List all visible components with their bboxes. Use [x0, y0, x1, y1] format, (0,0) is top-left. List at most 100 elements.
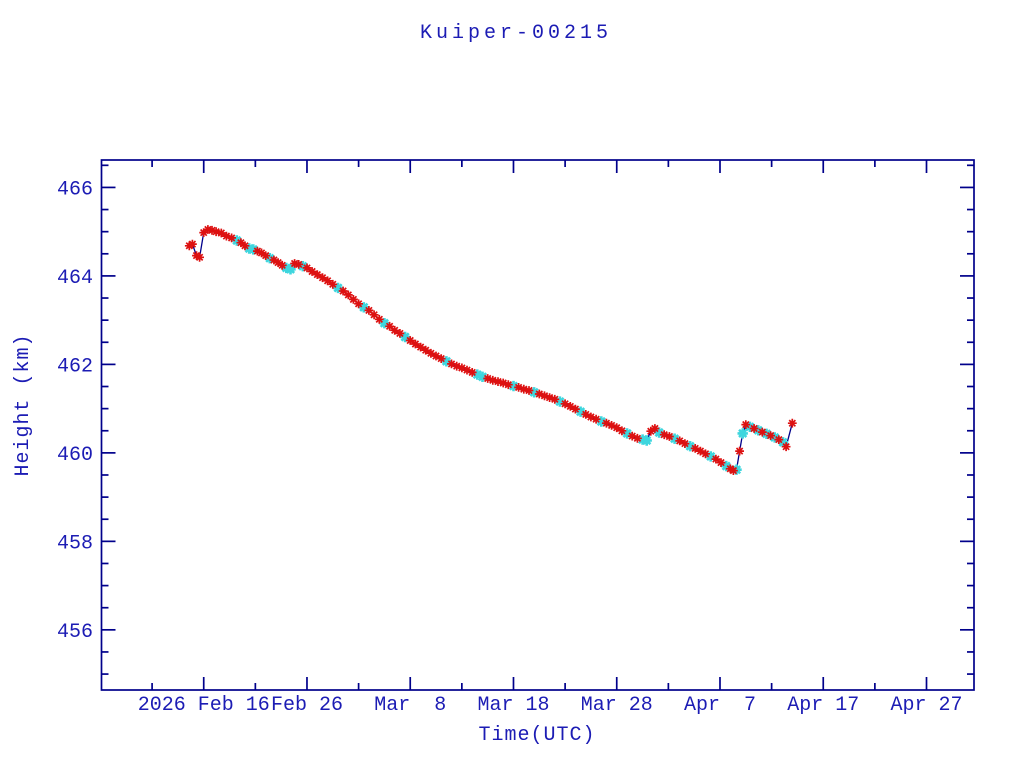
data-point-red-asterisk	[364, 305, 374, 315]
data-point-red-asterisk	[236, 238, 246, 248]
data-point-cyan-asterisk	[231, 235, 242, 246]
data-point-red-asterisk	[534, 389, 544, 399]
data-point-red-asterisk	[749, 424, 759, 433]
data-point-red-asterisk	[766, 431, 775, 441]
data-point-red-asterisk	[416, 342, 426, 352]
data-point-cyan-asterisk	[737, 428, 748, 439]
y-tick-label: 460	[57, 444, 93, 467]
data-point-red-asterisk	[633, 433, 642, 443]
data-point-red-asterisk	[540, 391, 549, 401]
data-point-red-asterisk	[374, 314, 384, 324]
data-point-red-asterisk	[318, 273, 327, 283]
data-point-red-asterisk	[462, 365, 472, 375]
y-tick-label: 466	[57, 178, 93, 201]
data-point-cyan-asterisk	[472, 369, 483, 380]
data-point-red-asterisk	[261, 251, 271, 261]
data-point-red-asterisk	[607, 420, 616, 430]
x-tick-label: Mar 28	[581, 694, 653, 717]
y-tick-label: 456	[57, 621, 93, 644]
data-point-red-asterisk	[436, 354, 446, 364]
data-point-red-asterisk	[757, 427, 767, 437]
data-point-red-asterisk	[498, 378, 508, 388]
data-point-cyan-asterisk	[621, 428, 633, 439]
data-point-red-asterisk	[781, 442, 791, 452]
data-point-red-asterisk	[221, 231, 231, 241]
data-point-red-asterisk	[488, 375, 498, 385]
data-point-red-asterisk	[493, 377, 503, 387]
data-point-cyan-asterisk	[761, 428, 772, 439]
data-point-red-asterisk	[716, 458, 726, 468]
data-point-red-asterisk	[187, 239, 197, 249]
data-point-red-asterisk	[184, 241, 194, 251]
data-point-cyan-asterisk	[399, 331, 411, 343]
data-point-red-asterisk	[581, 409, 591, 419]
data-point-red-asterisk	[227, 233, 237, 243]
y-tick-label: 458	[57, 532, 93, 555]
x-tick-label: Mar 8	[374, 694, 446, 717]
data-point-red-asterisk	[192, 251, 201, 261]
data-point-red-asterisk	[240, 241, 250, 251]
data-point-red-asterisk	[519, 384, 529, 394]
y-tick-label: 464	[57, 267, 93, 290]
data-point-red-asterisk	[385, 321, 395, 331]
plot-border	[100, 159, 975, 691]
y-axis-label: Height (km)	[12, 333, 35, 476]
data-point-cyan-asterisk	[684, 441, 696, 452]
data-point-cyan-asterisk	[744, 421, 756, 432]
data-point-red-asterisk	[257, 248, 266, 258]
data-point-cyan-asterisk	[554, 396, 566, 407]
data-point-red-asterisk	[390, 325, 400, 335]
data-point-red-asterisk	[696, 446, 705, 456]
data-point-cyan-asterisk	[705, 451, 716, 462]
data-point-red-asterisk	[545, 393, 554, 403]
data-point-red-asterisk	[646, 426, 656, 436]
data-point-cyan-asterisk	[777, 437, 789, 448]
data-point-cyan-asterisk	[248, 244, 259, 255]
data-point-red-asterisk	[659, 430, 669, 440]
x-tick-label: Mar 18	[477, 694, 549, 717]
data-point-red-asterisk	[348, 294, 358, 304]
data-point-cyan-asterisk	[332, 282, 344, 294]
x-tick-label: 2026 Feb 16	[138, 694, 270, 717]
axis-ticks	[101, 160, 974, 690]
data-point-red-asterisk	[725, 464, 735, 474]
data-point-cyan-asterisk	[596, 416, 607, 427]
data-point-red-asterisk	[290, 259, 300, 268]
data-point-cyan-asterisk	[508, 380, 519, 392]
data-point-red-asterisk	[410, 339, 420, 349]
x-tick-label: Apr 27	[890, 694, 962, 717]
data-point-red-asterisk	[452, 361, 462, 371]
data-point-red-asterisk	[602, 418, 611, 428]
data-point-cyan-asterisk	[477, 371, 488, 382]
data-point-red-asterisk	[369, 310, 379, 320]
data-point-red-asterisk	[207, 225, 217, 235]
data-point-red-asterisk	[571, 404, 580, 414]
data-point-cyan-asterisk	[285, 264, 296, 275]
data-point-cyan-asterisk	[264, 253, 275, 264]
data-point-cyan-asterisk	[379, 318, 390, 329]
data-point-cyan-asterisk	[641, 435, 652, 446]
data-point-red-asterisk	[269, 255, 279, 265]
data-point-red-asterisk	[650, 424, 660, 433]
data-point-red-asterisk	[323, 276, 333, 286]
data-point-red-asterisk	[307, 267, 317, 276]
data-point-red-asterisk	[273, 258, 283, 268]
x-tick-label: Apr 7	[684, 694, 756, 717]
data-point-red-asterisk	[735, 446, 744, 456]
data-point-red-asterisk	[199, 228, 209, 238]
data-point-red-asterisk	[617, 426, 627, 436]
data-point-cyan-asterisk	[358, 302, 369, 313]
data-point-cyan-asterisk	[721, 460, 732, 472]
data-point-red-asterisk	[565, 401, 575, 411]
data-point-red-asterisk	[729, 466, 738, 476]
x-tick-label: Feb 26	[271, 694, 343, 717]
data-point-red-asterisk	[294, 259, 304, 269]
data-point-red-asterisk	[591, 414, 601, 424]
data-point-red-asterisk	[216, 228, 226, 238]
data-point-red-asterisk	[211, 227, 221, 237]
data-point-red-asterisk	[665, 432, 674, 441]
data-point-red-asterisk	[405, 336, 415, 345]
data-point-red-asterisk	[627, 431, 637, 441]
data-point-cyan-asterisk	[297, 261, 308, 272]
data-point-red-asterisk	[560, 399, 570, 409]
